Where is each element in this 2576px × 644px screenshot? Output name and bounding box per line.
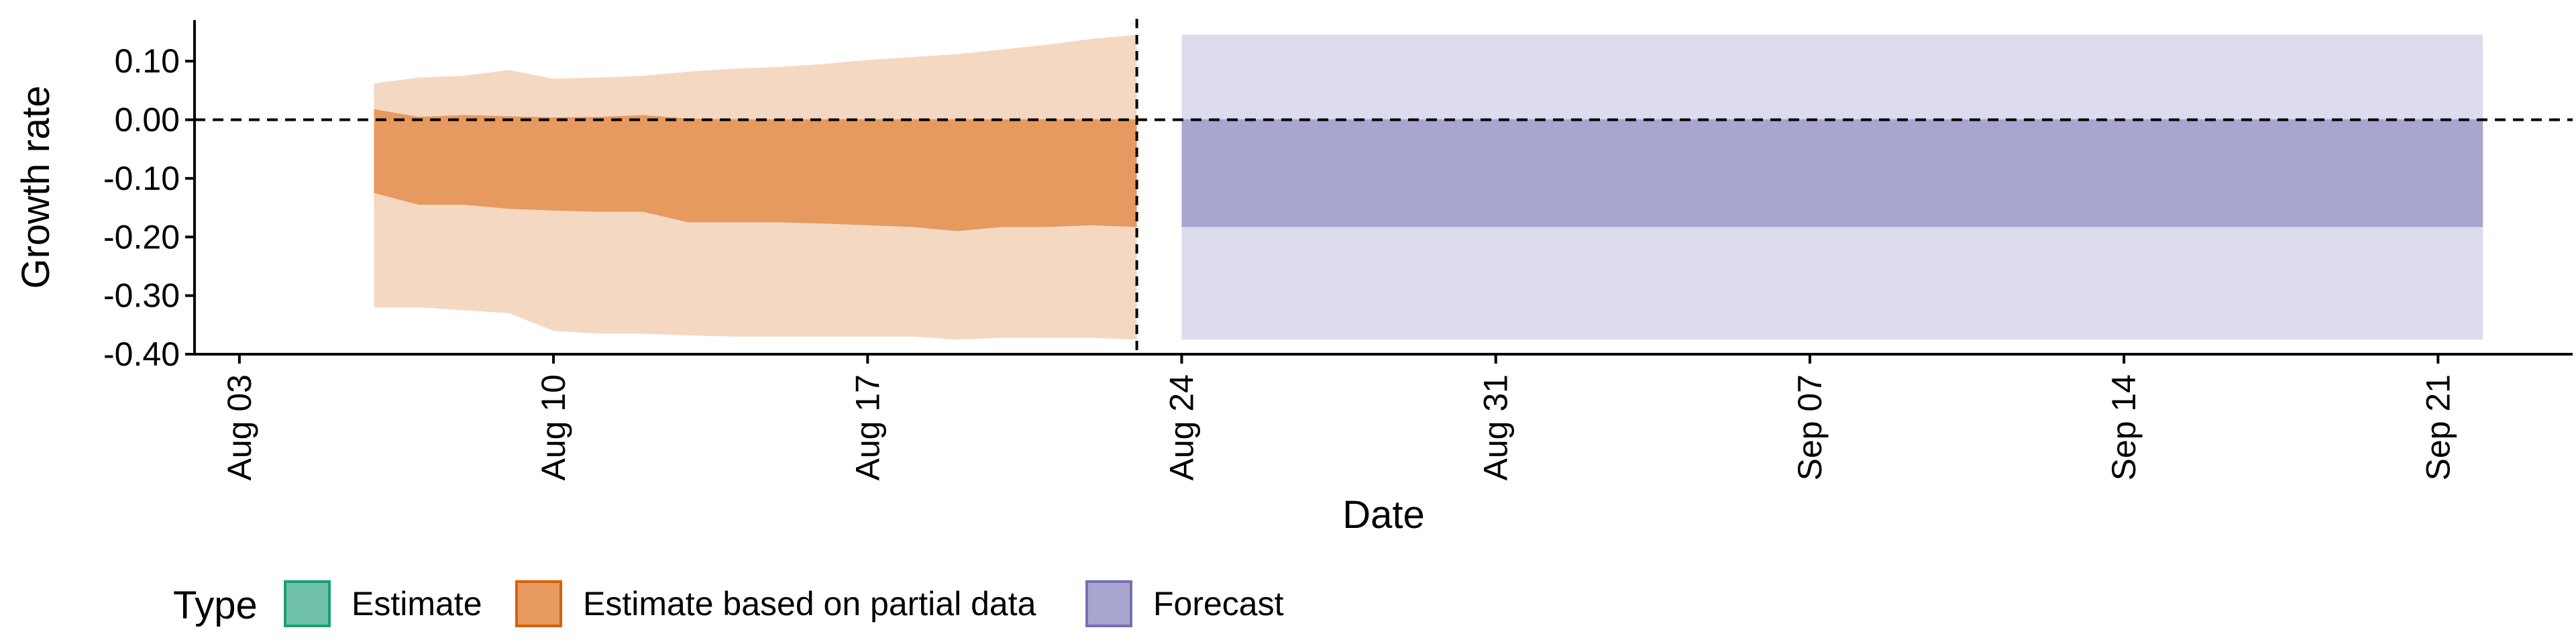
legend-title: Type: [173, 584, 258, 627]
x-tick-label: Aug 17: [849, 374, 886, 480]
x-axis-title: Date: [1342, 493, 1425, 537]
x-tick-label: Sep 07: [1791, 374, 1829, 480]
y-axis-ticks: 0.10 0.00 -0.10 -0.20 -0.30 -0.40: [103, 42, 195, 373]
y-tick-label: -0.40: [103, 335, 180, 373]
y-tick-label: -0.20: [103, 218, 180, 256]
x-tick-label: Aug 24: [1163, 374, 1201, 480]
legend-key-estimate-based-on-partial-data: [515, 580, 562, 627]
x-tick-label: Sep 14: [2105, 374, 2143, 480]
legend-label-estimate-based-on-partial-data: Estimate based on partial data: [583, 585, 1036, 623]
y-tick-label: -0.10: [103, 160, 180, 197]
forecast-inner-band: [1181, 119, 2483, 227]
legend-key-estimate: [284, 580, 331, 627]
y-tick-label: -0.30: [103, 277, 180, 315]
legend: Type Estimate Estimate based on partial d…: [173, 580, 1284, 627]
legend-key-forecast: [1085, 580, 1132, 627]
x-axis-ticks: Aug 03 Aug 10 Aug 17 Aug 24 Aug 31 Sep 07 Sep …: [221, 354, 2457, 480]
legend-label-forecast: Forecast: [1153, 585, 1284, 623]
estimate-based-on-partial-data-inner-band: [374, 109, 1137, 231]
x-tick-label: Sep 21: [2419, 374, 2457, 480]
y-tick-label: 0.00: [115, 101, 180, 139]
x-tick-label: Aug 10: [535, 374, 572, 480]
band-layer: [374, 34, 2483, 340]
y-axis-title: Growth rate: [14, 86, 58, 289]
legend-label-estimate: Estimate: [352, 585, 482, 623]
x-tick-label: Aug 31: [1477, 374, 1515, 480]
x-tick-label: Aug 03: [221, 374, 258, 480]
y-tick-label: 0.10: [115, 42, 180, 80]
